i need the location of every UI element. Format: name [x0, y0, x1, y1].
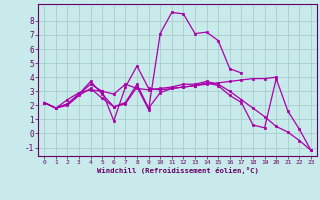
X-axis label: Windchill (Refroidissement éolien,°C): Windchill (Refroidissement éolien,°C): [97, 167, 259, 174]
